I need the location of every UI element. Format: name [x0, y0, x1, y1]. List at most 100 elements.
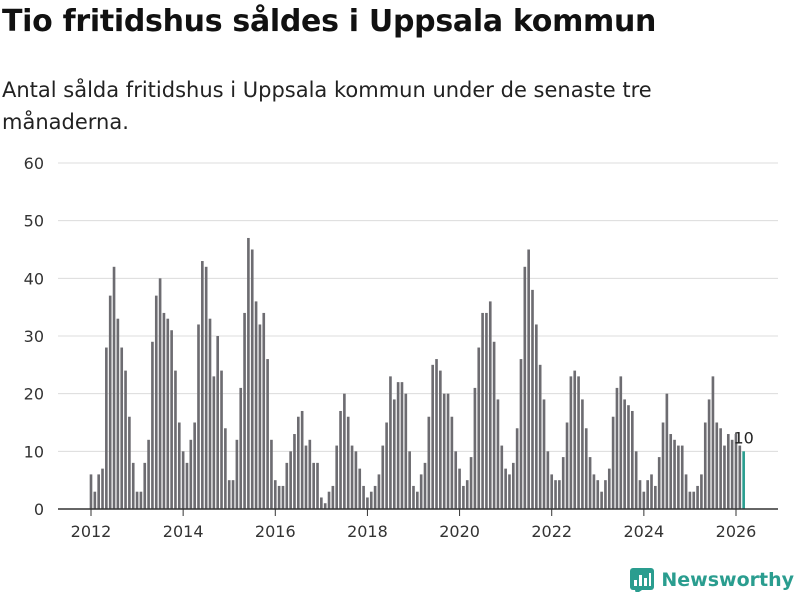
bar [730, 439, 734, 509]
bar [112, 266, 116, 509]
bar [519, 359, 523, 509]
bar [715, 422, 719, 509]
bar [569, 376, 573, 509]
bar [442, 393, 446, 509]
bar [266, 359, 269, 509]
bar [304, 445, 308, 509]
bar [623, 399, 626, 509]
bar [657, 457, 661, 509]
bar [558, 480, 561, 509]
bar [431, 364, 434, 509]
bar [550, 474, 554, 509]
bar [469, 457, 473, 509]
bar [700, 474, 703, 509]
bar [634, 451, 638, 509]
bar [366, 497, 369, 509]
bar [504, 468, 507, 509]
bar [723, 445, 726, 509]
bar [408, 451, 411, 509]
bar [577, 376, 580, 509]
bar [554, 480, 557, 509]
x-tick-label: 2016 [255, 522, 296, 540]
bar [335, 445, 339, 509]
bar [462, 485, 465, 509]
bar [496, 399, 500, 509]
bar [419, 474, 423, 509]
bar [166, 318, 170, 509]
bar [389, 376, 392, 509]
bar [105, 347, 108, 509]
bar [688, 491, 692, 509]
bar [542, 399, 546, 509]
bar [527, 249, 530, 509]
bar [707, 399, 711, 509]
bar [607, 468, 611, 509]
bar [197, 324, 200, 509]
y-tick-label: 10 [24, 442, 44, 461]
bar [477, 347, 481, 509]
bar [108, 295, 112, 509]
bar [412, 485, 415, 509]
bar [508, 474, 511, 509]
bar [143, 462, 147, 509]
bar [646, 480, 649, 509]
bar [139, 491, 143, 509]
bar [323, 503, 327, 509]
bar [189, 439, 193, 509]
bar [308, 439, 312, 509]
bar [235, 439, 239, 509]
bar [588, 457, 592, 509]
bar [193, 422, 196, 509]
bar [262, 312, 266, 509]
bar [523, 266, 527, 509]
bar [316, 462, 319, 509]
bar [492, 341, 496, 509]
chart-title: Tio fritidshus såldes i Uppsala kommun [2, 4, 657, 39]
x-tick-label: 2022 [531, 522, 572, 540]
bar [677, 445, 680, 509]
bar [277, 485, 281, 509]
bar [258, 324, 262, 509]
bar [565, 422, 569, 509]
bar [339, 410, 342, 509]
bar [239, 387, 243, 509]
bar [216, 336, 220, 509]
bar [435, 359, 438, 509]
bar [465, 480, 469, 509]
y-tick-label: 30 [24, 327, 44, 346]
bar [158, 278, 162, 509]
newsworthy-wordmark: Newsworthy [661, 569, 794, 591]
bar [673, 439, 676, 509]
x-tick-label: 2014 [163, 522, 204, 540]
bar [726, 434, 730, 509]
bar [331, 485, 335, 509]
bar [531, 289, 534, 509]
bar [327, 491, 331, 509]
x-tick-label: 2026 [716, 522, 757, 540]
bar [604, 480, 607, 509]
bar [243, 312, 246, 509]
bar [416, 491, 419, 509]
bar [427, 416, 431, 509]
bar [396, 382, 400, 509]
bar [481, 312, 484, 509]
bar [631, 410, 634, 509]
bar [227, 480, 231, 509]
bar [696, 485, 699, 509]
bar [204, 266, 208, 509]
bar [135, 491, 139, 509]
y-tick-label: 0 [34, 500, 44, 519]
bar [581, 399, 584, 509]
bar [97, 474, 100, 509]
bar [120, 347, 124, 509]
bar [293, 434, 296, 509]
y-tick-label: 50 [24, 212, 44, 231]
bar [538, 364, 542, 509]
bar [450, 416, 454, 509]
bar [273, 480, 277, 509]
bar [201, 261, 204, 509]
bar [719, 428, 722, 509]
newsworthy-brand[interactable]: Newsworthy [630, 568, 794, 592]
bar [584, 428, 588, 509]
bar [703, 422, 707, 509]
